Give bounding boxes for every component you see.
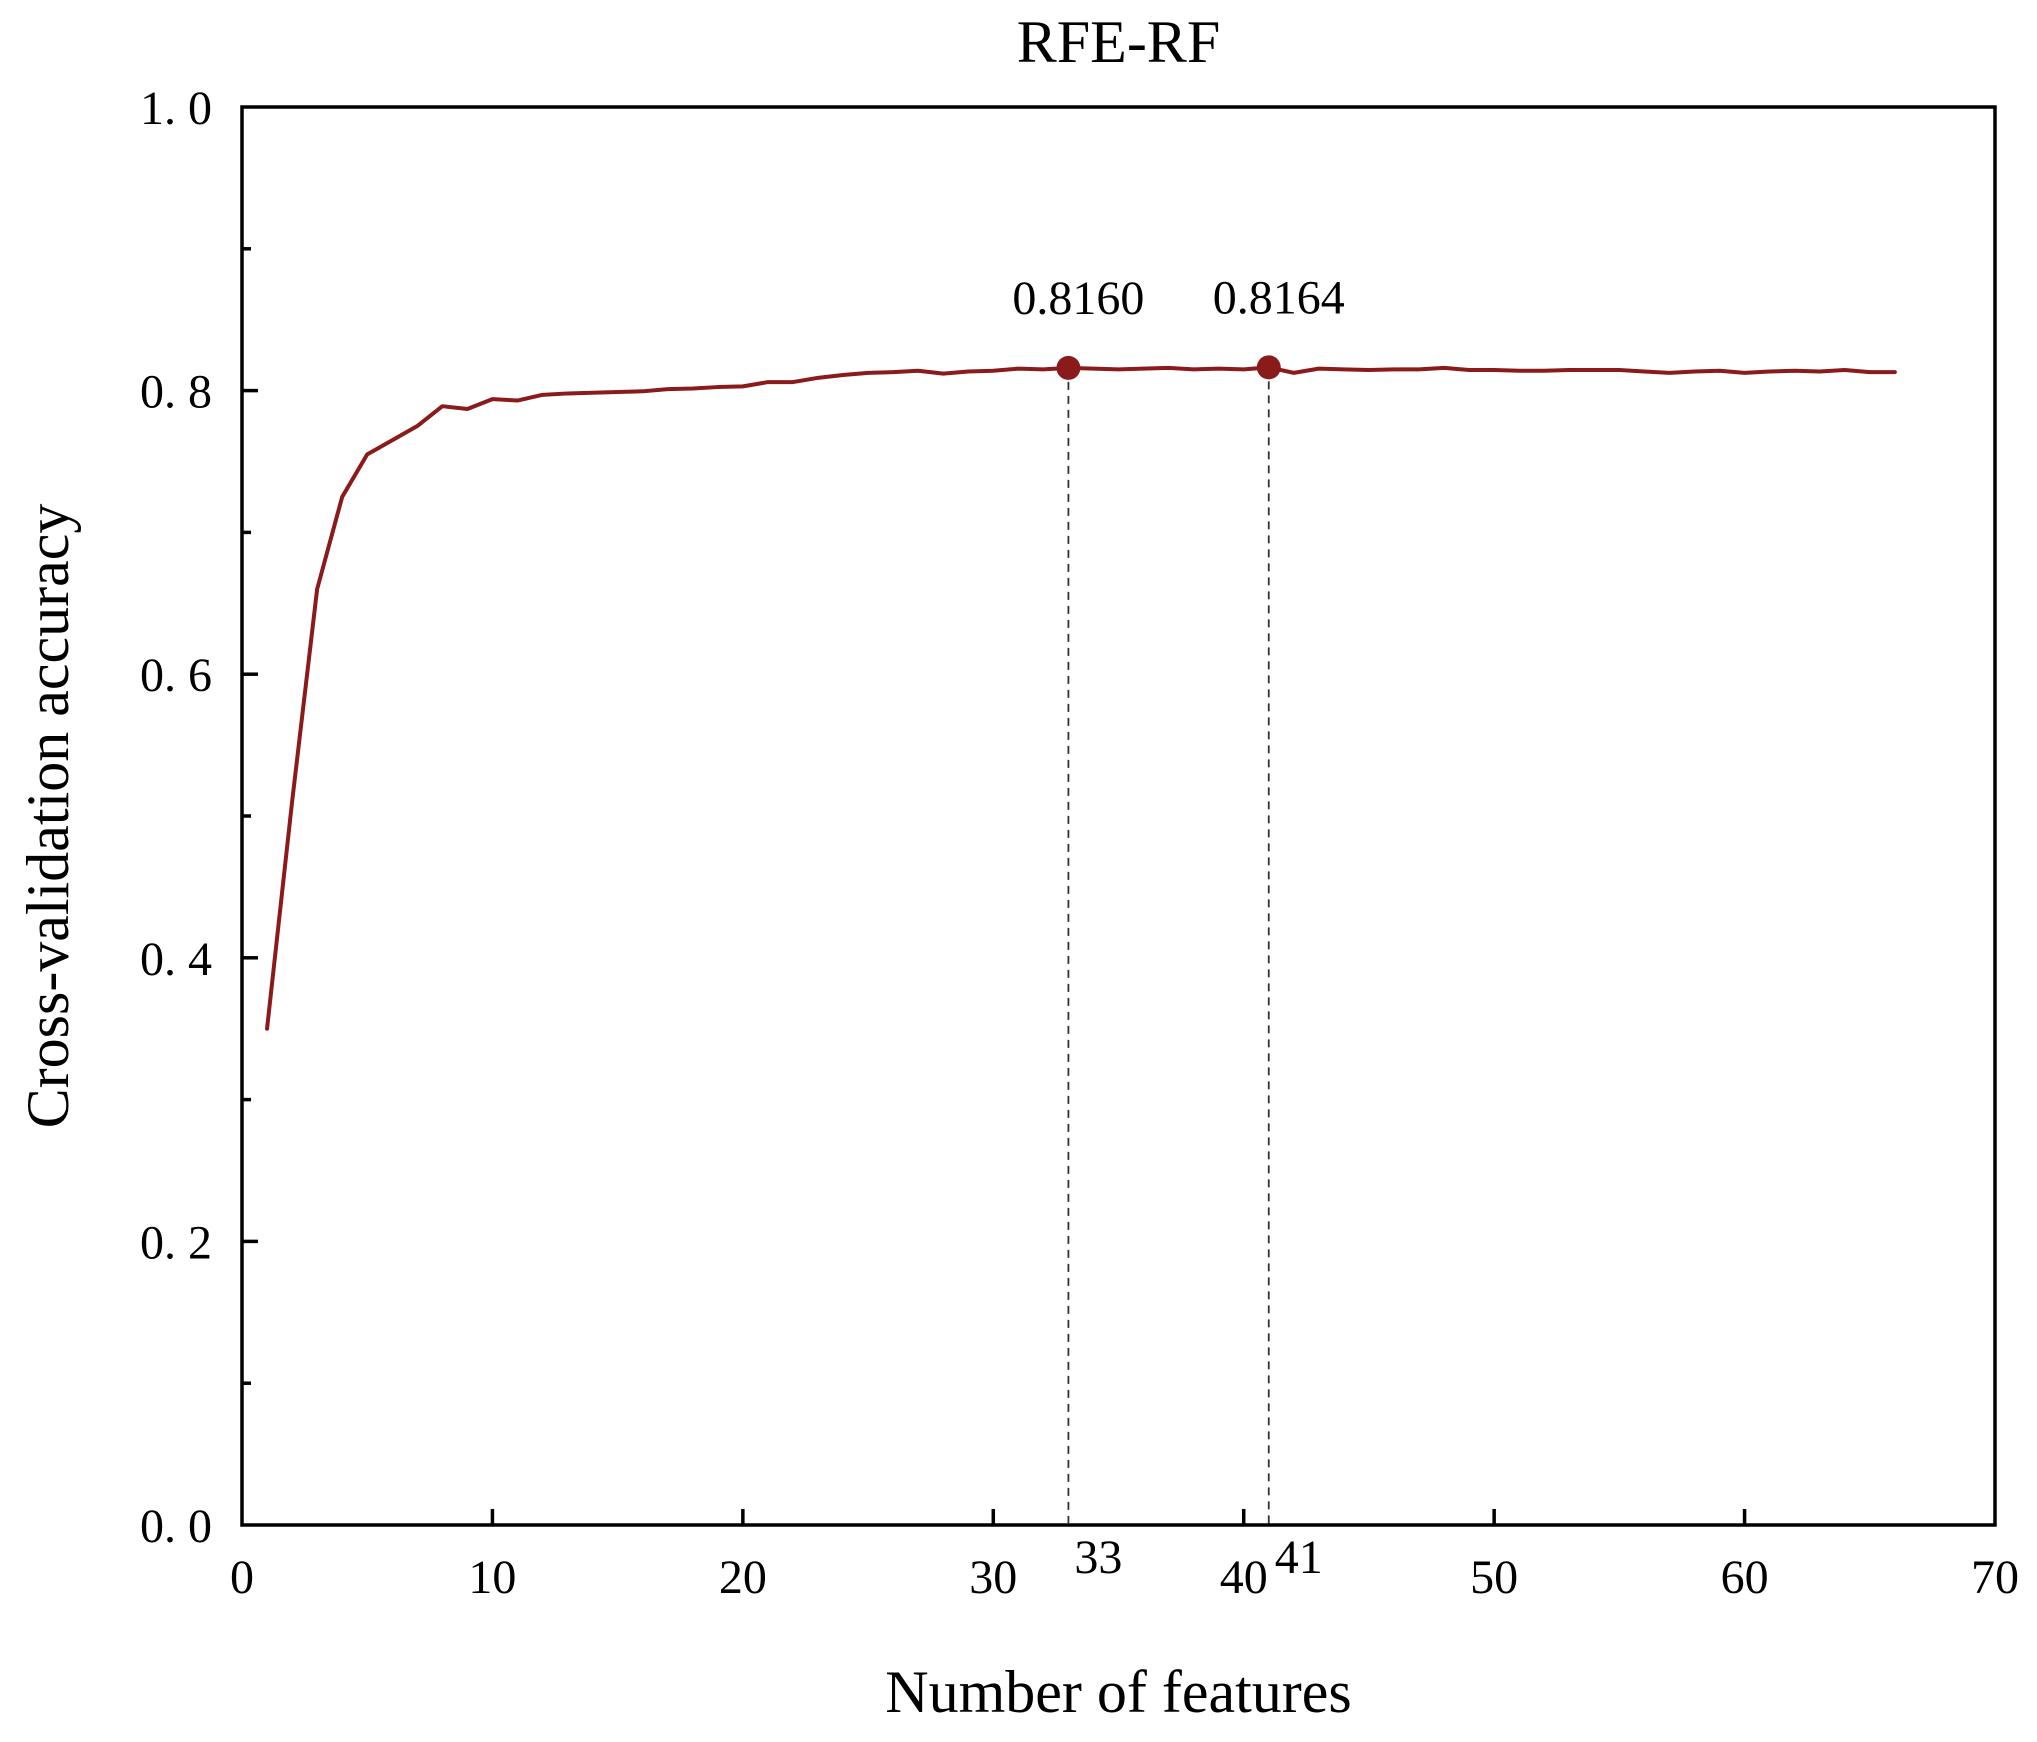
y-tick-label: 0. 6	[140, 649, 212, 702]
y-tick-label: 0. 0	[140, 1500, 212, 1553]
x-tick-label: 70	[1971, 1551, 2019, 1604]
y-tick-label: 0. 2	[140, 1216, 212, 1269]
annotation-x-label: 33	[1074, 1531, 1122, 1584]
annotation-point	[1056, 355, 1081, 380]
y-axis-label: Cross-validation accuracy	[15, 504, 81, 1129]
annotation-value-label: 0.8164	[1213, 271, 1345, 324]
axis-ticks: 0 10 20 30 40 50 60 70 0. 0 0. 2 0. 4 0. 6 0. 8 1. 0	[140, 82, 2019, 1604]
x-tick-label: 50	[1470, 1551, 1518, 1604]
x-tick-label: 20	[719, 1551, 767, 1604]
y-tick-label: 1. 0	[140, 82, 212, 135]
annotation-value-label: 0.8160	[1012, 272, 1144, 325]
x-tick-label: 30	[969, 1551, 1017, 1604]
series-line	[265, 365, 1897, 1031]
annotation-guides	[1067, 367, 1270, 1525]
annotation-point	[1256, 355, 1281, 380]
annotation-markers: 0.8160 33 0.8164 41	[1012, 271, 1344, 1584]
y-tick-label: 0. 8	[140, 366, 212, 419]
x-tick-label: 10	[468, 1551, 516, 1604]
x-axis-label: Number of features	[885, 1659, 1351, 1725]
chart-title: RFE-RF	[1017, 9, 1220, 75]
annotation-x-label: 41	[1275, 1531, 1323, 1584]
x-tick-label: 0	[230, 1551, 254, 1604]
x-tick-label: 40	[1220, 1551, 1268, 1604]
y-tick-label: 0. 4	[140, 933, 212, 986]
x-tick-label: 60	[1721, 1551, 1769, 1604]
